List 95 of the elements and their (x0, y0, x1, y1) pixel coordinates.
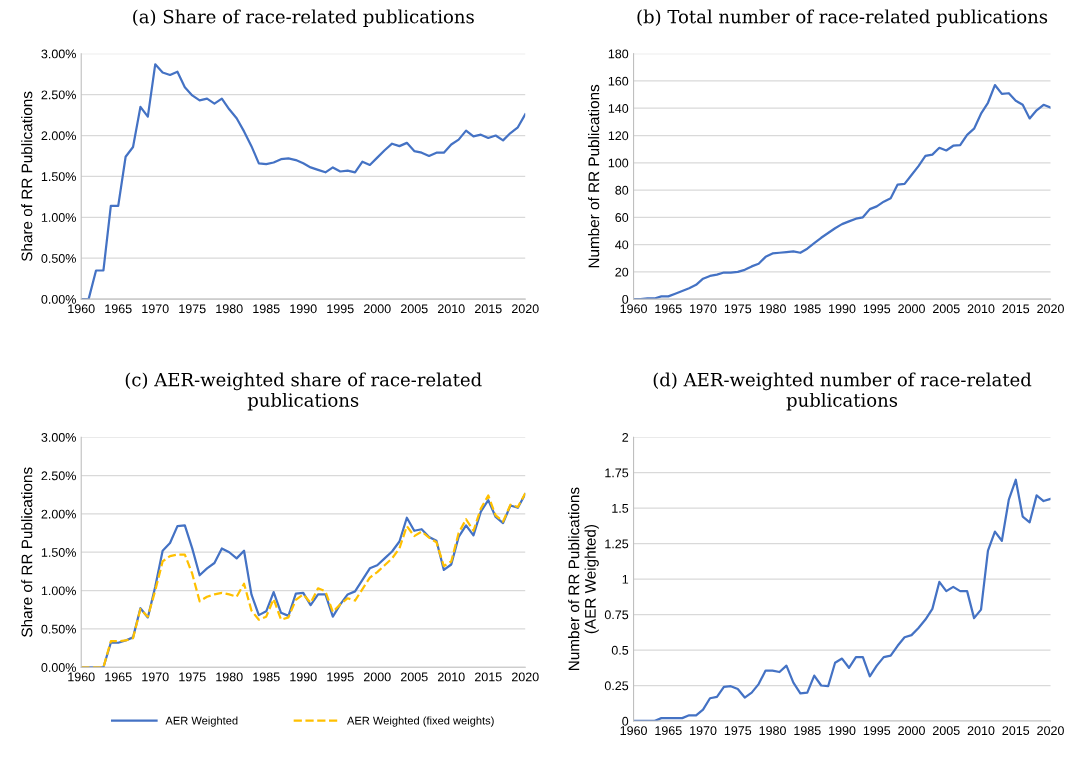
y-tick-label: 160 (608, 76, 629, 86)
y-tick-label: 1.5 (612, 504, 629, 513)
x-tick-label: 2015 (474, 304, 502, 314)
x-tick-label: 2010 (437, 672, 465, 682)
y-tick-label: 0.50% (41, 624, 76, 634)
y-tick-label: 140 (608, 104, 629, 113)
y-tick-label: 1.00% (41, 213, 76, 222)
y-tick-label: 2.50% (41, 90, 76, 100)
x-tick-label: 1965 (105, 672, 132, 682)
x-tick-label: 2010 (437, 304, 465, 314)
y-tick-label: 1 (622, 575, 629, 584)
x-tick-label: 1990 (829, 726, 856, 736)
y-tick-label: 20 (615, 267, 629, 277)
x-tick-label: 1965 (105, 304, 132, 314)
y-tick-label: 120 (608, 131, 629, 141)
x-tick-label: 1985 (253, 304, 280, 314)
x-tick-label: 2005 (933, 726, 960, 736)
x-tick-label: 1970 (142, 672, 169, 682)
y-tick-label: 80 (615, 185, 629, 195)
x-tick-label: 1990 (290, 672, 317, 682)
legend-label: AER Weighted (fixed weights) (347, 716, 494, 727)
chart-title: (d) AER-weighted number of race-related publications (653, 372, 1032, 411)
x-tick-label: 1960 (620, 304, 647, 314)
x-tick-label: 2005 (933, 304, 960, 314)
chart-title: (a) Share of race-related publications (133, 9, 474, 27)
x-tick-label: 1995 (327, 672, 354, 682)
x-tick-label: 2020 (1037, 726, 1064, 736)
y-tick-label: 100 (608, 158, 629, 168)
y-tick-label: 1.25 (605, 539, 629, 549)
y-axis-title: Share of RR Publications (21, 91, 33, 262)
x-tick-label: 1995 (327, 304, 354, 314)
x-tick-label: 1970 (142, 304, 169, 314)
y-tick-label: 0.5 (611, 645, 629, 655)
x-tick-label: 1980 (216, 672, 243, 682)
x-tick-label: 1985 (253, 672, 280, 682)
y-tick-label: 0.50% (41, 254, 76, 263)
y-tick-label: 1.50% (41, 172, 76, 182)
x-tick-label: 1960 (620, 726, 647, 736)
x-tick-label: 1975 (724, 726, 752, 736)
chart-title: (c) AER-weighted share of race-related publications (125, 372, 482, 411)
y-tick-label: 180 (608, 49, 629, 59)
y-tick-label: 2 (622, 432, 629, 442)
x-tick-label: 1985 (794, 304, 821, 314)
x-tick-label: 2020 (511, 672, 539, 682)
x-tick-label: 2000 (898, 304, 925, 314)
y-axis-title: Number of RR Publications (588, 84, 600, 268)
x-tick-label: 1975 (179, 672, 206, 682)
x-tick-label: 2010 (967, 304, 995, 314)
x-tick-label: 1975 (724, 304, 752, 314)
x-tick-label: 1965 (655, 726, 682, 736)
y-tick-label: 2.50% (41, 471, 76, 481)
y-tick-label: 1.00% (41, 586, 76, 596)
y-tick-label: 0 (622, 294, 629, 304)
x-tick-label: 1960 (68, 304, 95, 314)
y-tick-label: 2.00% (41, 509, 76, 519)
x-tick-label: 1990 (829, 304, 856, 314)
x-tick-label: 2020 (1037, 304, 1064, 314)
y-tick-label: 0.25 (604, 681, 629, 691)
y-tick-label: 60 (615, 213, 629, 222)
y-axis-title: Share of RR Publications (21, 467, 33, 637)
x-tick-label: 2000 (363, 672, 391, 682)
chart-title: (b) Total number of race-related publications (637, 9, 1048, 27)
x-tick-label: 2010 (967, 726, 995, 736)
y-tick-label: 40 (615, 240, 629, 250)
x-tick-label: 1995 (863, 304, 891, 314)
y-tick-label: 1.75 (605, 468, 629, 478)
x-tick-label: 2015 (1002, 726, 1030, 736)
x-tick-label: 1985 (794, 726, 821, 736)
y-tick-label: 0 (622, 716, 629, 726)
x-tick-label: 1970 (690, 304, 717, 314)
x-tick-label: 1970 (690, 726, 717, 736)
y-tick-label: 0.00% (41, 663, 76, 672)
x-tick-label: 1980 (759, 726, 786, 736)
x-tick-label: 1960 (68, 672, 95, 682)
x-tick-label: 1980 (759, 304, 786, 314)
x-tick-label: 1965 (655, 304, 682, 314)
x-tick-label: 1980 (216, 304, 243, 314)
y-axis-title: Number of RR Publications (AER Weighted) (568, 487, 599, 670)
x-tick-label: 2020 (511, 304, 539, 314)
x-tick-label: 1990 (290, 304, 317, 314)
legend-label: AER Weighted (165, 716, 238, 727)
x-tick-label: 2015 (474, 672, 502, 682)
y-tick-label: 3.00% (41, 49, 76, 59)
x-tick-label: 2015 (1002, 304, 1030, 314)
x-tick-label: 1995 (863, 726, 891, 736)
x-tick-label: 2005 (400, 672, 428, 682)
x-tick-label: 1975 (179, 304, 206, 314)
y-tick-label: 0.00% (41, 294, 76, 304)
y-tick-label: 1.50% (41, 548, 76, 557)
y-tick-label: 3.00% (41, 432, 76, 442)
y-tick-label: 2.00% (41, 131, 76, 141)
x-tick-label: 2000 (898, 726, 925, 736)
x-tick-label: 2000 (363, 304, 391, 314)
y-tick-label: 0.75 (604, 610, 629, 620)
x-tick-label: 2005 (400, 304, 428, 314)
